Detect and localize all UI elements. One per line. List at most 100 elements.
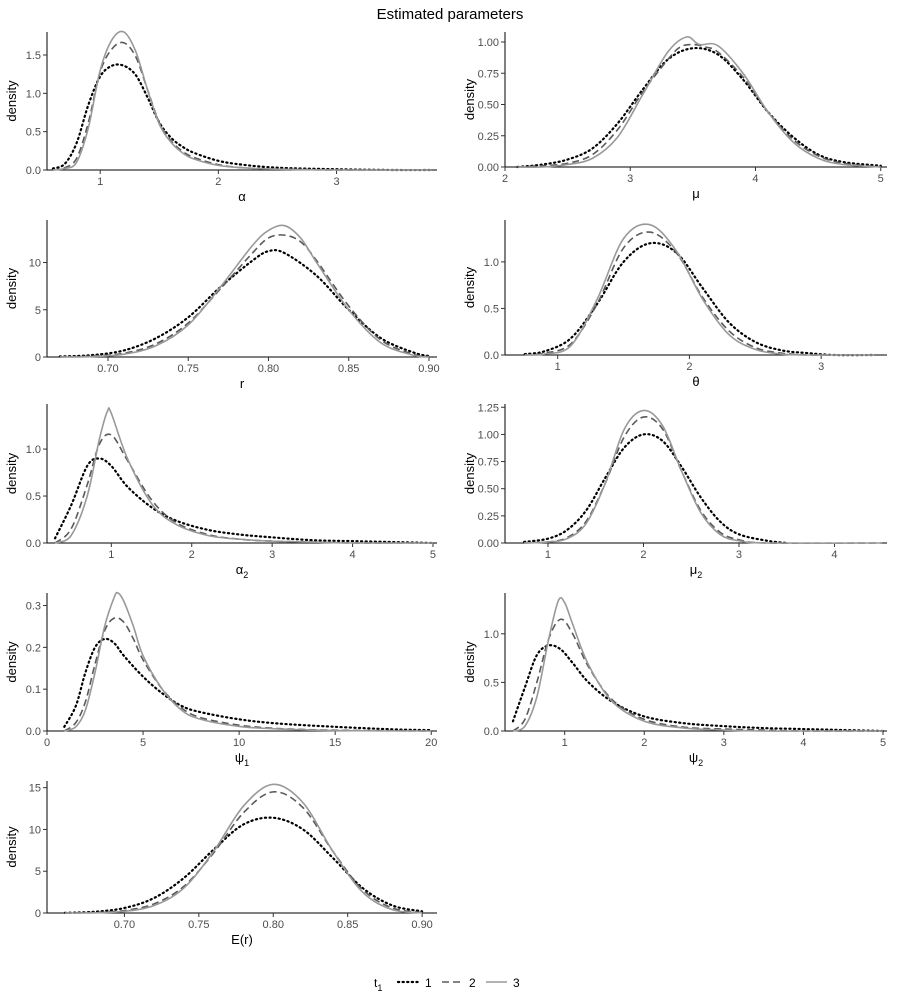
legend-label-2: 2 xyxy=(469,976,476,990)
legend-label-1: 1 xyxy=(425,976,432,990)
y-tick-label: 1.25 xyxy=(478,402,499,414)
series-line-t1-2 xyxy=(524,416,883,545)
y-tick-label: 0 xyxy=(35,908,41,920)
series-line-t1-3 xyxy=(524,223,874,356)
x-tick-label: 2 xyxy=(502,173,508,185)
y-tick-label: 1.0 xyxy=(484,257,499,269)
x-tick-label: 0.75 xyxy=(188,919,209,931)
y-tick-label: 0.5 xyxy=(26,491,41,503)
chart-title: Estimated parameters xyxy=(377,6,524,23)
x-tick-label: 3 xyxy=(818,361,824,373)
legend: t1 1 2 3 xyxy=(374,976,520,993)
x-tick-label: 5 xyxy=(880,737,886,749)
legend-label-3: 3 xyxy=(513,976,520,990)
x-tick-label: 10 xyxy=(233,737,245,749)
series-line-t1-2 xyxy=(64,791,423,914)
y-tick-label: 0.0 xyxy=(26,165,41,177)
density-panel: 1 2 3 0.0 0.5 1.0 θ density xyxy=(462,220,887,389)
y-axis-title: density xyxy=(4,452,19,494)
y-axis-title: density xyxy=(462,452,477,494)
y-tick-label: 0.00 xyxy=(478,162,499,174)
x-tick-label: 0.85 xyxy=(338,363,359,375)
series-line-t1-2 xyxy=(52,41,432,171)
x-tick-label: 5 xyxy=(430,549,436,561)
x-axis-title: μ xyxy=(692,186,700,201)
y-tick-label: 15 xyxy=(29,783,41,795)
density-panel: 2 3 4 5 0.00 0.25 0.50 0.75 1.00 μ density xyxy=(462,32,887,201)
x-tick-label: 1 xyxy=(562,737,568,749)
y-axis-title: density xyxy=(4,267,19,309)
x-axis-title: ψ1 xyxy=(235,750,249,768)
series-line-t1-3 xyxy=(64,783,423,914)
y-tick-label: 10 xyxy=(29,258,41,270)
y-axis-title: density xyxy=(462,641,477,683)
y-tick-label: 1.0 xyxy=(484,629,499,641)
series-line-t1-1 xyxy=(511,644,885,733)
series-line-t1-2 xyxy=(63,616,432,732)
x-tick-label: 3 xyxy=(736,549,742,561)
y-tick-label: 0 xyxy=(35,352,41,364)
y-tick-label: 0.0 xyxy=(26,726,41,738)
x-tick-label: 3 xyxy=(333,176,339,188)
y-axis-title: density xyxy=(4,641,19,683)
x-tick-label: 0.80 xyxy=(258,363,279,375)
x-tick-label: 5 xyxy=(140,737,146,749)
series-line-t1-2 xyxy=(54,433,433,544)
x-tick-label: 4 xyxy=(800,737,806,749)
x-tick-label: 5 xyxy=(878,173,884,185)
y-tick-label: 0.5 xyxy=(26,127,41,139)
series-line-t1-1 xyxy=(58,249,431,358)
y-tick-label: 0.50 xyxy=(478,484,499,496)
y-tick-label: 0.2 xyxy=(26,642,41,654)
y-tick-label: 0.1 xyxy=(26,684,41,696)
series-line-t1-3 xyxy=(59,224,430,358)
y-tick-label: 0.0 xyxy=(26,538,41,550)
x-tick-label: 3 xyxy=(627,173,633,185)
series-line-t1-3 xyxy=(64,591,432,732)
x-tick-label: 1 xyxy=(97,176,103,188)
x-tick-label: 3 xyxy=(721,737,727,749)
x-tick-label: 2 xyxy=(686,361,692,373)
series-line-t1-1 xyxy=(516,46,882,169)
y-axis-title: density xyxy=(462,78,477,120)
x-axis-title: E(r) xyxy=(231,932,253,947)
y-axis-title: density xyxy=(4,80,19,122)
y-tick-label: 10 xyxy=(29,824,41,836)
x-axis-title: α xyxy=(238,189,246,204)
y-tick-label: 0.3 xyxy=(26,601,41,613)
density-panel: 0 5 10 15 20 0.0 0.1 0.2 0.3 ψ1 density xyxy=(4,591,437,768)
x-tick-label: 1 xyxy=(545,549,551,561)
x-tick-label: 0.85 xyxy=(337,919,358,931)
series-line-t1-3 xyxy=(512,596,884,732)
x-tick-label: 1 xyxy=(555,361,561,373)
y-tick-label: 1.00 xyxy=(478,37,499,49)
legend-title: t1 xyxy=(374,976,382,993)
y-tick-label: 5 xyxy=(35,866,41,878)
y-tick-label: 1.0 xyxy=(26,444,41,456)
y-tick-label: 0.75 xyxy=(478,457,499,469)
y-tick-label: 0.5 xyxy=(484,303,499,315)
y-tick-label: 0.25 xyxy=(478,511,499,523)
series-line-t1-3 xyxy=(52,30,432,171)
x-tick-label: 4 xyxy=(831,549,837,561)
y-axis-title: density xyxy=(4,826,19,868)
y-tick-label: 0.0 xyxy=(484,350,499,362)
y-tick-label: 0.50 xyxy=(478,100,499,112)
y-tick-label: 1.00 xyxy=(478,429,499,441)
x-axis-title: ψ2 xyxy=(689,750,703,768)
x-axis-title: μ2 xyxy=(690,562,703,580)
series-line-t1-1 xyxy=(523,433,788,545)
density-panel: 0.70 0.75 0.80 0.85 0.90 0 5 10 15 E(r) density xyxy=(4,781,437,947)
series-line-t1-2 xyxy=(517,43,881,168)
y-axis-title: density xyxy=(462,266,477,308)
density-panel: 1 2 3 4 5 0.0 0.5 1.0 α2 density xyxy=(4,404,437,580)
series-line-t1-1 xyxy=(63,816,424,914)
series-line-t1-3 xyxy=(524,409,883,544)
y-tick-label: 5 xyxy=(35,305,41,317)
density-panel: 0.70 0.75 0.80 0.85 0.90 0 5 10 r density xyxy=(4,220,440,391)
x-tick-label: 1 xyxy=(108,549,114,561)
x-tick-label: 0 xyxy=(44,737,50,749)
y-tick-label: 0.00 xyxy=(478,538,499,550)
